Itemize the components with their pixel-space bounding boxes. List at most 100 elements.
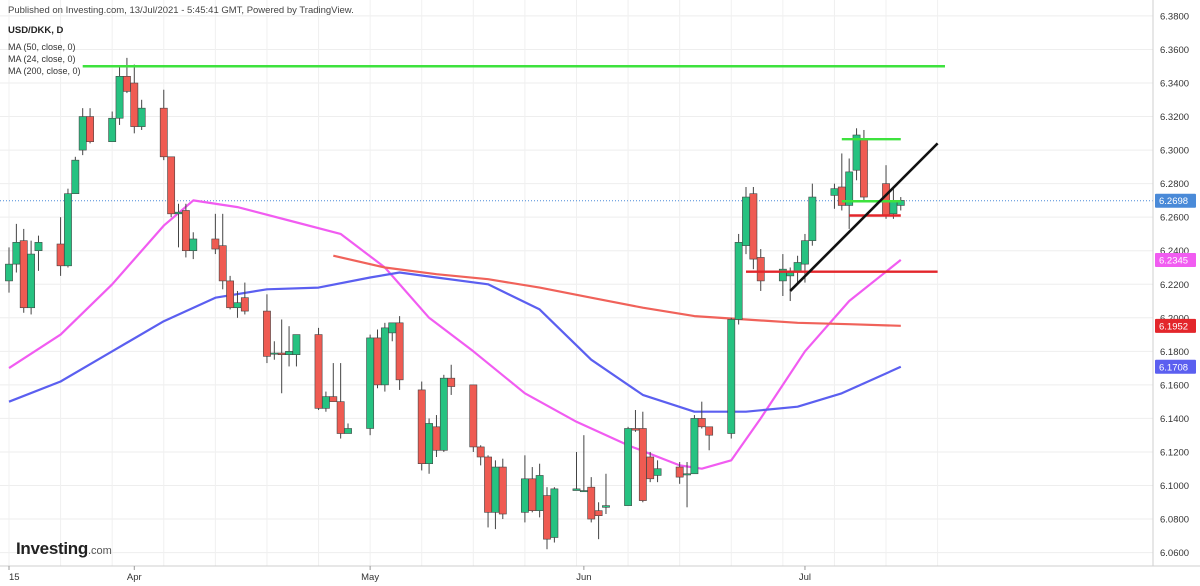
candle-bearish	[336, 363, 345, 439]
candle-body	[749, 193, 758, 260]
candle-body	[130, 82, 139, 127]
candle-bearish	[476, 445, 485, 466]
candle-bullish	[439, 374, 448, 452]
investing-logo: Investing.com	[16, 539, 112, 559]
candle-bullish	[380, 322, 389, 392]
candle-body	[211, 238, 220, 250]
candle-bearish	[240, 282, 249, 315]
candle-body	[174, 211, 183, 215]
y-tick-label: 6.3400	[1160, 79, 1189, 90]
candle-bullish	[388, 322, 397, 342]
candle-body	[837, 186, 846, 206]
ma-line	[8, 271, 902, 413]
candle-bearish	[484, 455, 492, 528]
candle-bullish	[189, 232, 198, 260]
candle-bullish	[5, 247, 13, 293]
candle-bullish	[12, 223, 21, 273]
candle-bullish	[137, 99, 146, 130]
candle-bearish	[56, 217, 65, 276]
candle-body	[653, 468, 662, 476]
candle-body	[336, 401, 345, 434]
candle-body	[159, 107, 168, 158]
candle-body	[882, 183, 890, 216]
candle-body	[181, 210, 190, 252]
candle-bearish	[417, 381, 426, 471]
price-tag	[1155, 252, 1196, 267]
y-tick-label: 6.1000	[1160, 481, 1189, 492]
price-tag-label: 6.2698	[1159, 196, 1188, 207]
price-tag	[1155, 318, 1196, 333]
y-tick-label: 6.1400	[1160, 414, 1189, 425]
candle-body	[108, 117, 117, 143]
indicator-label-ma24[interactable]: MA (24, close, 0)	[8, 54, 76, 64]
candle-bullish	[734, 233, 743, 325]
candle-body	[572, 488, 581, 491]
candle-body	[322, 396, 330, 409]
candle-body	[425, 423, 433, 465]
candle-bullish	[270, 341, 279, 360]
candle-bullish	[108, 111, 117, 143]
price-tag-label: 6.2345	[1159, 255, 1188, 266]
candle-body	[78, 116, 87, 151]
candle-body	[801, 240, 809, 265]
price-tag-label: 6.1708	[1159, 362, 1188, 373]
candle-bullish	[322, 391, 330, 412]
symbol-label: USD/DKK, D	[8, 25, 64, 36]
candle-bullish	[520, 455, 529, 523]
annotations	[82, 65, 945, 292]
candle-body	[587, 486, 596, 520]
candle-bearish	[697, 401, 706, 429]
candle-bearish	[19, 228, 28, 313]
x-tick-label: Apr	[127, 572, 142, 583]
indicator-label-ma50[interactable]: MA (50, close, 0)	[8, 42, 76, 52]
candle-bullish	[572, 451, 581, 491]
candle-bullish	[292, 334, 301, 367]
candle-body	[189, 238, 198, 252]
indicator-label-ma200[interactable]: MA (200, close, 0)	[8, 66, 81, 76]
y-tick-label: 6.2200	[1160, 280, 1189, 291]
candle-body	[498, 466, 507, 515]
candle-bearish	[528, 467, 537, 513]
candle-bearish	[432, 415, 441, 457]
y-tick-label: 6.0800	[1160, 515, 1189, 526]
logo-suffix: .com	[87, 545, 112, 557]
candle-body	[314, 334, 323, 409]
y-tick-label: 6.3800	[1160, 11, 1189, 22]
candle-bearish	[181, 203, 190, 258]
candle-body	[439, 377, 448, 451]
candle-body	[137, 107, 146, 127]
candle-body	[528, 478, 537, 511]
y-tick-label: 6.3200	[1160, 112, 1189, 123]
candle-bullish	[742, 186, 750, 255]
candle-bearish	[631, 410, 640, 432]
candle-bullish	[34, 235, 43, 271]
candle-body	[520, 478, 529, 513]
ma-line	[8, 199, 902, 470]
candle-body	[793, 262, 802, 272]
candle-body	[543, 495, 551, 540]
candle-bearish	[498, 458, 507, 520]
candle-body	[395, 322, 404, 381]
candle-body	[277, 352, 286, 355]
candle-body	[845, 171, 854, 206]
publish-info: Published on Investing.com, 13/Jul/2021 …	[8, 5, 354, 16]
candle-bearish	[675, 462, 684, 484]
candle-body	[550, 488, 559, 538]
candle-body	[808, 196, 817, 241]
candle-body	[690, 418, 699, 475]
y-tick-label: 6.3600	[1160, 45, 1189, 56]
candle-body	[697, 418, 706, 428]
trend-line	[789, 142, 939, 292]
candle-body	[756, 257, 765, 282]
candle-body	[646, 456, 655, 480]
candle-body	[86, 116, 94, 143]
y-tick-label: 6.1800	[1160, 347, 1189, 358]
candle-body	[64, 193, 72, 267]
candle-body	[727, 319, 736, 434]
price-tag	[1155, 193, 1196, 208]
candle-bullish	[535, 463, 544, 518]
candle-bullish	[71, 156, 80, 194]
candle-body	[167, 156, 176, 215]
